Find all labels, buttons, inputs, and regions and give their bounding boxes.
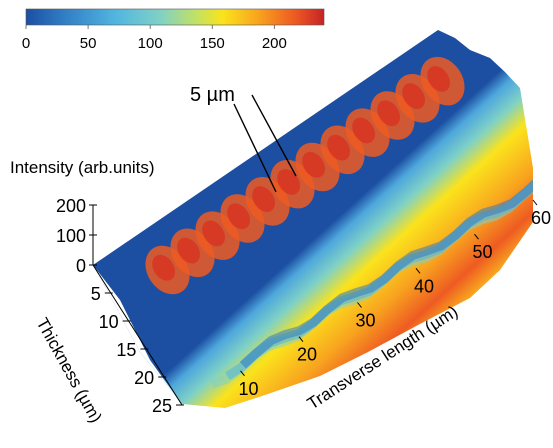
transverse-tick-label: 10 [238, 379, 258, 399]
transverse-tick-label: 40 [414, 276, 434, 296]
z-axis-label: Intensity (arb.units) [10, 158, 155, 177]
fringe-peak-core [377, 100, 401, 127]
transverse-tick-label: 60 [531, 208, 551, 228]
transverse-tick-label: 50 [472, 242, 492, 262]
transverse-tick-mark [357, 302, 362, 308]
fringe-peak-core [427, 66, 451, 92]
z-tick-label: 0 [76, 256, 86, 276]
fringe-peak-core [402, 83, 426, 110]
fringe-peak-core [352, 117, 376, 144]
transverse-tick-mark [240, 370, 245, 377]
colorbar-tick-label: 0 [22, 35, 30, 52]
thickness-axis-line [92, 264, 183, 406]
fringe-peak-core [277, 169, 301, 195]
colorbar-tick-label: 200 [262, 35, 287, 52]
fringe-peak-core [152, 254, 176, 281]
transverse-tick-mark [298, 336, 304, 342]
annotation-pointer-1 [233, 103, 277, 193]
z-tick-label: 100 [56, 226, 86, 246]
colorbar-tick-label: 150 [200, 35, 225, 52]
contour-band [239, 156, 533, 369]
annotation-pointer-2 [251, 94, 297, 177]
fringe-peak-core [302, 151, 326, 178]
colorbar-tick-label: 100 [138, 35, 163, 52]
colorbar [25, 8, 325, 26]
transverse-tick-mark [532, 199, 538, 206]
transverse-tick-label: 20 [297, 345, 317, 365]
transverse-tick-mark [415, 268, 421, 274]
thickness-tick-label: 20 [134, 368, 154, 388]
fringe-peak-core [327, 134, 351, 161]
fringe-peak-core [177, 237, 201, 264]
thickness-tick-label: 15 [116, 340, 136, 360]
fringe-peak-core [227, 203, 251, 230]
thickness-axis-label: Thickness (µm) [33, 315, 106, 426]
thickness-tick-label: 10 [99, 312, 119, 332]
transverse-tick-mark [474, 233, 479, 240]
thickness-tick-label: 25 [152, 396, 172, 416]
fringe-peak-core [202, 220, 226, 247]
colorbar-tick-label: 50 [80, 35, 97, 52]
thickness-tick-label: 5 [91, 284, 101, 304]
period-annotation: 5 µm [190, 84, 235, 106]
transverse-tick-label: 30 [355, 311, 375, 331]
z-tick-label: 200 [56, 196, 86, 216]
fringe-peak-core [252, 186, 276, 213]
